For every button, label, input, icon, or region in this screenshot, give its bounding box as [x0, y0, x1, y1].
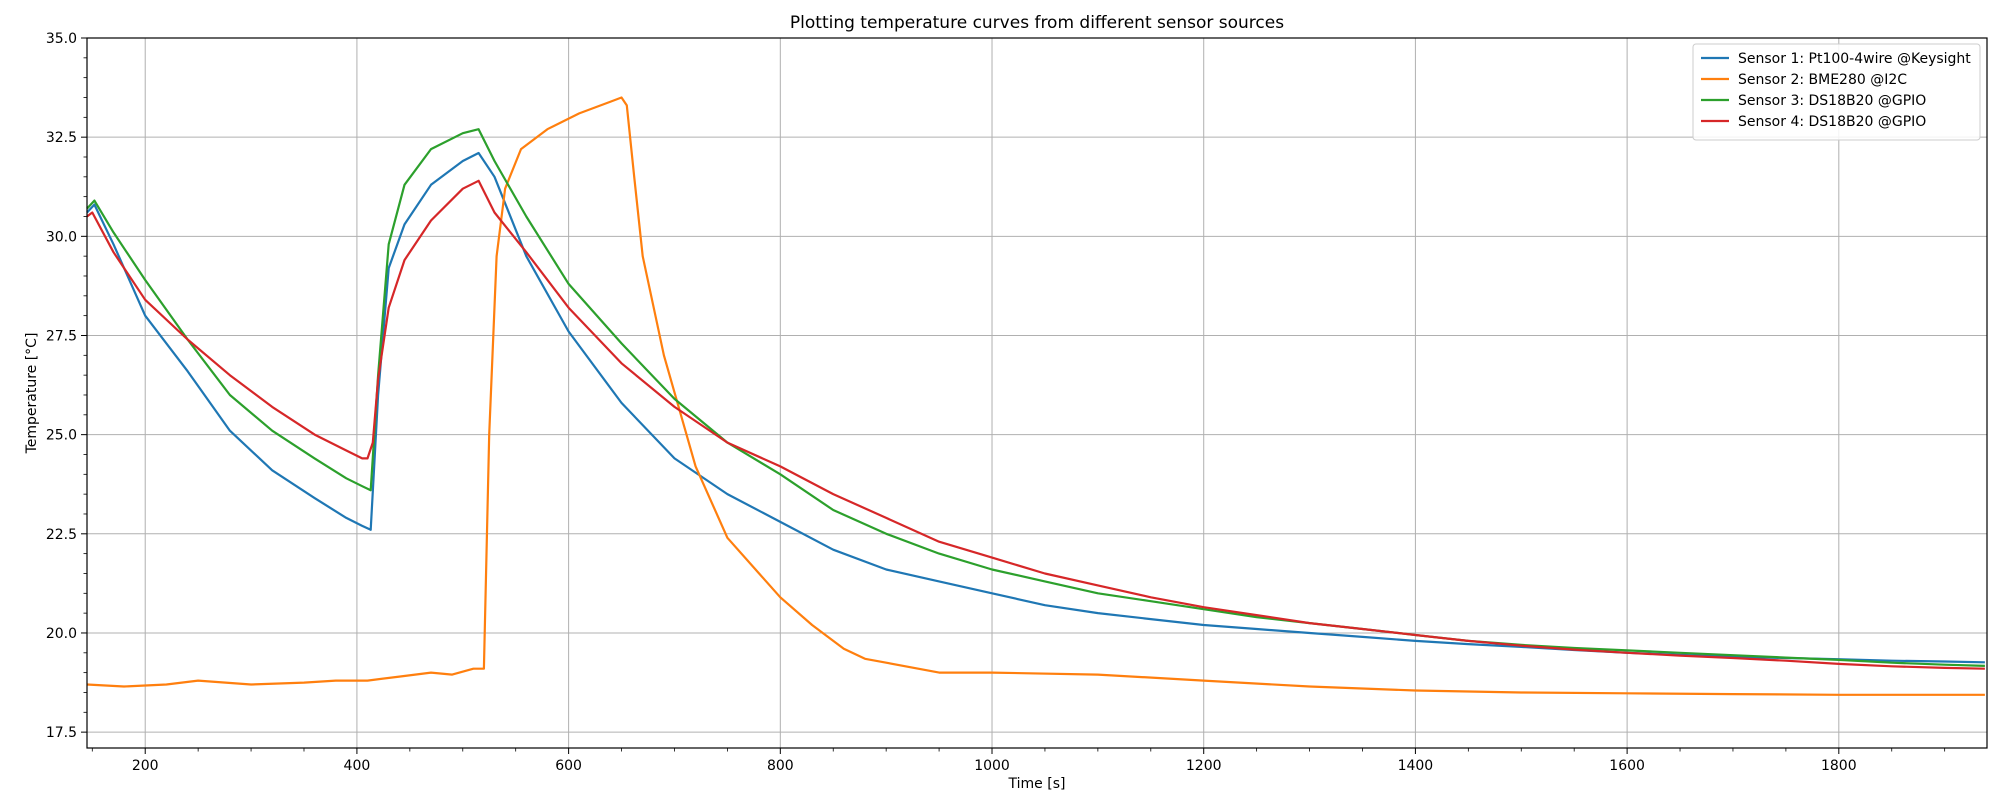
x-tick-label: 1600: [1609, 758, 1645, 774]
y-axis-label: Temperature [°C]: [24, 333, 40, 455]
series-line-2: [86, 96, 1985, 696]
x-tick-label: 400: [344, 758, 371, 774]
legend: Sensor 1: Pt100-4wire @Keysight Sensor 2:…: [1692, 43, 1981, 141]
series-line-3: [86, 128, 1985, 667]
x-tick-label: 800: [767, 758, 794, 774]
y-tick-label: 25.0: [46, 428, 77, 444]
x-tick-label: 1200: [1186, 758, 1222, 774]
x-tick-label: 1800: [1821, 758, 1857, 774]
legend-entry-3: Sensor 3: DS18B20 @GPIO: [1738, 93, 1926, 109]
plot-frame: [86, 37, 1988, 749]
y-tick-label: 30.0: [46, 229, 77, 245]
y-tick-label: 35.0: [46, 31, 77, 47]
y-tick-label: 20.0: [46, 626, 77, 642]
series-lines: [86, 96, 1985, 696]
x-tick-label: 600: [555, 758, 582, 774]
y-tick-label: 22.5: [46, 527, 77, 543]
legend-entry-1: Sensor 1: Pt100-4wire @Keysight: [1738, 51, 1971, 67]
y-tick-label: 17.5: [46, 725, 77, 741]
x-tick-label: 1400: [1398, 758, 1434, 774]
grid-lines: [87, 37, 1987, 748]
legend-box: [1692, 43, 1981, 141]
axis-ticks: 200 400 600 800 1000 1200 1400 1600 1800 17.5 20.0…: [46, 31, 1946, 774]
y-tick-label: 27.5: [46, 328, 77, 344]
series-line-4: [86, 179, 1985, 670]
y-tick-label: 32.5: [46, 130, 77, 146]
legend-entry-4: Sensor 4: DS18B20 @GPIO: [1738, 114, 1926, 130]
x-tick-label: 1000: [974, 758, 1010, 774]
chart-title: Plotting temperature curves from differe…: [790, 13, 1284, 33]
x-axis-label: Time [s]: [1008, 776, 1066, 792]
legend-entry-2: Sensor 2: BME280 @I2C: [1738, 72, 1907, 88]
x-tick-label: 200: [132, 758, 159, 774]
